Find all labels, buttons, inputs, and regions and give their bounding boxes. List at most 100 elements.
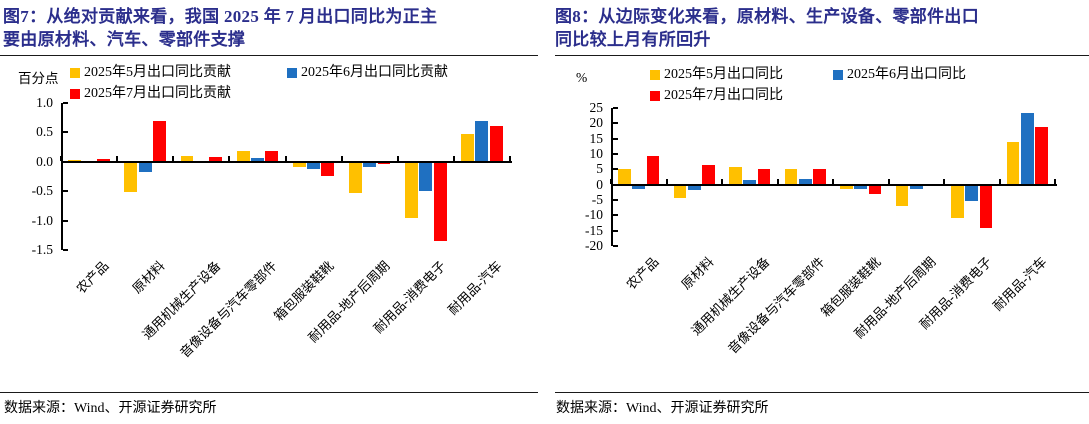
y-axis-tick — [63, 102, 68, 104]
bar-s2-c7 — [489, 125, 503, 162]
figure-8-title-line1: 图8：从边际变化来看，原材料、生产设备、零部件出口 — [555, 7, 979, 26]
y-axis-tick — [63, 190, 68, 193]
x-axis-tick — [776, 178, 779, 184]
legend-item-may: 2025年5月出口同比贡献 — [70, 62, 287, 83]
y-tick-label: 5 — [596, 161, 603, 177]
y-axis-tick — [613, 245, 618, 247]
y-axis-line — [611, 108, 613, 246]
y-axis-tick — [63, 219, 68, 222]
title-underline — [0, 55, 538, 56]
legend-row: 2025年5月出口同比 2025年6月出口同比 — [650, 64, 966, 85]
bar-s2-c0 — [96, 158, 110, 162]
x-axis-tick — [452, 155, 455, 161]
figure-7-panel: 图7：从绝对贡献来看，我国 2025 年 7 月出口同比为正主 要由原材料、汽车… — [0, 0, 541, 424]
bar-s2-c2 — [757, 168, 771, 185]
y-tick-label: 1.0 — [36, 95, 53, 110]
legend-swatch-may-icon — [650, 69, 660, 80]
legend-label-jul: 2025年7月出口同比贡献 — [84, 86, 231, 101]
data-source-text: 数据来源：Wind、开源证券研究所 — [4, 401, 217, 416]
bar-s1-c3 — [798, 178, 812, 185]
legend-label-may: 2025年5月出口同比 — [664, 67, 783, 82]
y-tick-label: -5 — [591, 192, 603, 207]
legend-swatch-jun-icon — [833, 69, 843, 80]
bar-s1-c2 — [743, 180, 757, 185]
bar-s1-c5 — [909, 184, 923, 189]
bar-s2-c0 — [646, 156, 660, 185]
legend-label-may: 2025年5月出口同比贡献 — [84, 65, 231, 80]
x-axis-tick — [1054, 178, 1056, 184]
legend-label-jun: 2025年6月出口同比贡献 — [301, 65, 448, 80]
bar-s1-c1 — [687, 184, 701, 190]
x-axis-tick — [832, 178, 834, 184]
bar-s2-c4 — [321, 161, 335, 177]
x-axis-tick — [228, 155, 231, 161]
y-tick-label: 0 — [596, 176, 603, 192]
y-axis-tick — [613, 229, 618, 232]
bar-s0-c0 — [618, 168, 631, 185]
legend-swatch-jun-icon — [287, 67, 297, 78]
bar-s0-c7 — [1006, 141, 1020, 185]
x-category-label: 耐用品-汽车 — [990, 254, 1050, 314]
bar-s2-c7 — [1035, 127, 1048, 185]
figure-7-title-line2: 要由原材料、汽车、零部件支撑 — [3, 30, 246, 49]
bar-s0-c5 — [348, 161, 362, 193]
source-divider — [0, 392, 538, 393]
legend: 2025年5月出口同比贡献 2025年6月出口同比贡献 2025年7月出口同比贡… — [70, 62, 448, 104]
x-axis-tick — [721, 178, 723, 184]
legend-row: 2025年7月出口同比 — [650, 85, 966, 106]
figure-8-title: 图8：从边际变化来看，原材料、生产设备、零部件出口 同比较上月有所回升 — [555, 5, 1089, 51]
bar-chart-figure-8: 25 20 15 10 5 0 -5 -10 -15 -20 农产品 原材料 通用机械生产设备 音像设备与… — [585, 100, 1057, 357]
y-axis-tick — [613, 107, 618, 109]
bar-s0-c7 — [461, 133, 475, 162]
bar-s0-c1 — [673, 184, 687, 199]
x-axis-line — [611, 183, 1057, 186]
legend-item-jul: 2025年7月出口同比 — [650, 85, 783, 106]
bar-s1-c7 — [1020, 112, 1034, 185]
bar-s0-c4 — [840, 184, 853, 189]
bar-s0-c3 — [236, 150, 250, 162]
y-axis-tick — [613, 199, 618, 201]
y-axis-line — [61, 103, 63, 250]
y-tick-label: 15 — [589, 130, 604, 146]
y-axis-tick — [613, 122, 618, 125]
x-axis-line — [61, 160, 512, 163]
x-axis-tick — [665, 178, 668, 184]
title-underline — [555, 55, 1089, 56]
figure-8-panel: 图8：从边际变化来看，原材料、生产设备、零部件出口 同比较上月有所回升 % 20… — [549, 0, 1089, 424]
figure-7-title: 图7：从绝对贡献来看，我国 2025 年 7 月出口同比为正主 要由原材料、汽车… — [3, 5, 541, 51]
y-axis-unit-label: % — [576, 70, 588, 85]
legend-swatch-jul-icon — [650, 90, 660, 101]
bar-s0-c6 — [951, 184, 964, 219]
bar-s0-c6 — [405, 161, 418, 218]
legend-row: 2025年5月出口同比贡献 2025年6月出口同比贡献 — [70, 62, 448, 83]
legend-label-jul: 2025年7月出口同比 — [664, 88, 783, 103]
bar-s2-c3 — [265, 151, 279, 162]
y-tick-label: 25 — [589, 100, 604, 115]
legend-item-jun: 2025年6月出口同比贡献 — [287, 62, 448, 83]
y-axis-tick — [63, 131, 68, 134]
bar-s1-c7 — [475, 121, 489, 162]
y-tick-label: -1.5 — [31, 242, 53, 257]
y-tick-label: 0.0 — [36, 153, 53, 169]
bar-chart-figure-7: 1.0 0.5 0.0 -0.5 -1.0 -1.5 农产品 原材料 通用机械生产设备 音像设备与… — [32, 95, 512, 361]
x-category-label: 耐用品-汽车 — [444, 258, 505, 318]
y-axis-unit-label: 百分点 — [18, 71, 59, 86]
bar-s0-c1 — [124, 161, 138, 193]
y-tick-label: 20 — [589, 115, 604, 131]
bar-s1-c0 — [632, 184, 646, 190]
y-tick-label: 10 — [589, 146, 604, 161]
bar-s2-c4 — [868, 184, 882, 195]
y-tick-label: -15 — [585, 222, 603, 238]
bar-s1-c4 — [854, 184, 868, 189]
y-tick-label: -0.5 — [31, 183, 53, 199]
y-axis-tick — [613, 214, 618, 217]
bar-s1-c3 — [250, 157, 264, 162]
y-tick-label: -20 — [585, 238, 603, 253]
bar-s0-c4 — [292, 161, 306, 167]
bar-s1-c1 — [138, 161, 152, 173]
y-axis-tick — [63, 249, 68, 251]
y-tick-label: -10 — [585, 207, 603, 223]
source-divider — [555, 392, 1089, 393]
bar-s1-c4 — [307, 161, 320, 169]
y-axis-tick — [613, 153, 618, 155]
